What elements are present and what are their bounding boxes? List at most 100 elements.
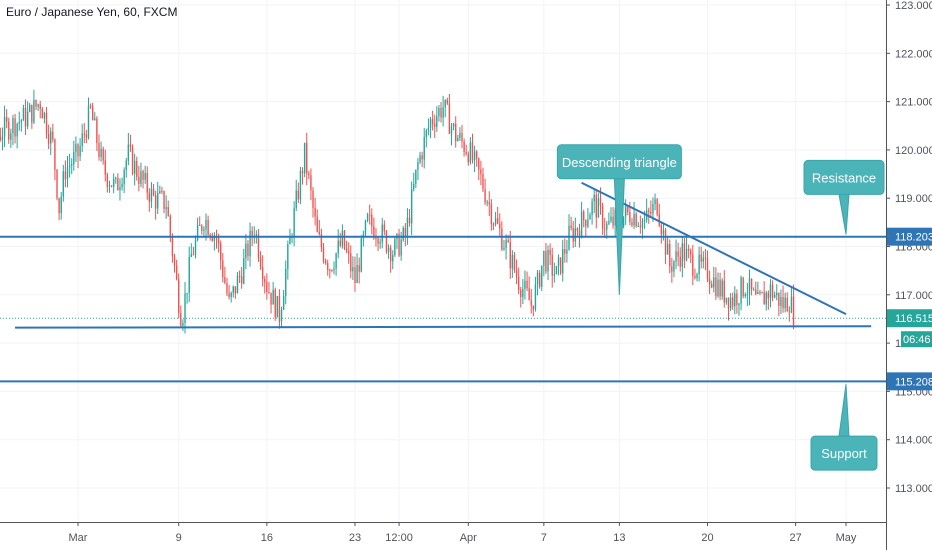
- candle-body: [679, 256, 681, 267]
- candle-body: [41, 108, 44, 119]
- candle-body: [742, 277, 744, 296]
- candle-body: [425, 130, 428, 138]
- candle-body: [133, 160, 136, 174]
- candle-body: [717, 279, 719, 297]
- candle-body: [677, 251, 679, 257]
- candle-body: [406, 217, 409, 237]
- candle-body: [713, 277, 715, 288]
- support-trendline[interactable]: [15, 325, 872, 329]
- candle-body: [719, 279, 721, 297]
- candle-body: [251, 230, 253, 237]
- candle-body: [415, 169, 417, 184]
- candle-body: [165, 207, 167, 210]
- candle-body: [708, 278, 711, 285]
- candle-body: [507, 240, 509, 243]
- candle-body: [356, 265, 358, 284]
- candle-body: [310, 175, 312, 191]
- candle-body: [551, 254, 553, 276]
- callout[interactable]: Resistance: [803, 159, 885, 235]
- candle-body: [446, 99, 449, 104]
- candle-body: [744, 294, 746, 296]
- price-axis[interactable]: 113.000114.000115.000116.000117.000118.0…: [886, 0, 932, 550]
- candle-body: [379, 242, 381, 244]
- candle-body: [505, 240, 507, 249]
- candle-body: [131, 146, 134, 174]
- candle-body: [471, 142, 474, 161]
- candle-body: [442, 107, 444, 118]
- callout[interactable]: Descending triangle: [556, 144, 682, 295]
- candle-body: [769, 284, 772, 299]
- candle-body: [352, 267, 354, 272]
- candle-body: [259, 257, 262, 268]
- x-tick-label: 9: [176, 532, 182, 544]
- price-tag-label: 115.208: [895, 376, 932, 388]
- y-tick-label: 114.000: [895, 435, 932, 447]
- candle-body: [211, 236, 213, 241]
- candle-body: [144, 173, 146, 180]
- candle-body: [509, 242, 511, 269]
- candle-body: [289, 237, 291, 245]
- candle-body: [152, 188, 155, 196]
- candle-body: [692, 254, 694, 277]
- candle-body: [314, 207, 316, 217]
- candle-body: [503, 248, 505, 250]
- candle-body: [664, 230, 667, 255]
- candle-body: [320, 234, 323, 248]
- candle-body: [511, 254, 514, 269]
- candle-body: [274, 289, 276, 318]
- candle-body: [43, 112, 46, 119]
- candle-body: [247, 243, 249, 257]
- candle-body: [538, 272, 541, 287]
- candle-body: [530, 300, 532, 306]
- candle-body: [658, 214, 660, 226]
- candle-body: [685, 248, 688, 261]
- candle-body: [37, 104, 39, 107]
- callout[interactable]: Support: [810, 384, 878, 471]
- candle-body: [784, 297, 786, 309]
- x-tick-label: 16: [261, 532, 273, 544]
- candle-body: [119, 187, 121, 191]
- candle-body: [375, 237, 377, 239]
- candle-body: [675, 251, 677, 262]
- candle-body: [631, 221, 633, 226]
- callout-pointer: [838, 384, 850, 437]
- candle-body: [136, 160, 138, 177]
- candle-body: [635, 213, 637, 227]
- candle-body: [723, 280, 725, 303]
- candle-body: [96, 118, 98, 144]
- candle-body: [190, 254, 193, 257]
- chart-drawings: [0, 181, 886, 383]
- candle-body: [316, 216, 318, 232]
- candle-body: [650, 211, 652, 214]
- candle-body: [207, 219, 209, 235]
- candle-body: [5, 116, 8, 122]
- candle-body: [681, 243, 684, 267]
- candle-body: [306, 142, 308, 174]
- candle-body: [347, 250, 350, 254]
- time-axis[interactable]: Mar 9 16 23 12:00 Apr 7 13 20 27 May: [0, 522, 886, 550]
- candle-body: [534, 284, 537, 310]
- candle-body: [381, 224, 383, 243]
- triangle-trendline[interactable]: [581, 181, 847, 316]
- candle-body: [721, 280, 723, 297]
- candle-body: [755, 289, 757, 295]
- candle-body: [482, 174, 484, 190]
- candle-body: [224, 277, 226, 283]
- candle-body: [264, 279, 266, 283]
- candle-body: [757, 291, 759, 295]
- chart-grid: [0, 0, 886, 522]
- candle-body: [520, 289, 522, 298]
- candle-body: [750, 278, 753, 290]
- candle-body: [125, 160, 127, 171]
- candle-body: [473, 151, 476, 161]
- candle-body: [440, 108, 442, 118]
- callout-label: Descending triangle: [562, 155, 677, 170]
- candle-body: [318, 231, 321, 235]
- candle-body: [255, 234, 258, 236]
- candle-body: [553, 274, 556, 276]
- candle-body: [513, 254, 516, 271]
- candle-body: [35, 100, 37, 107]
- candle-body: [121, 184, 123, 188]
- candle-body: [549, 249, 551, 255]
